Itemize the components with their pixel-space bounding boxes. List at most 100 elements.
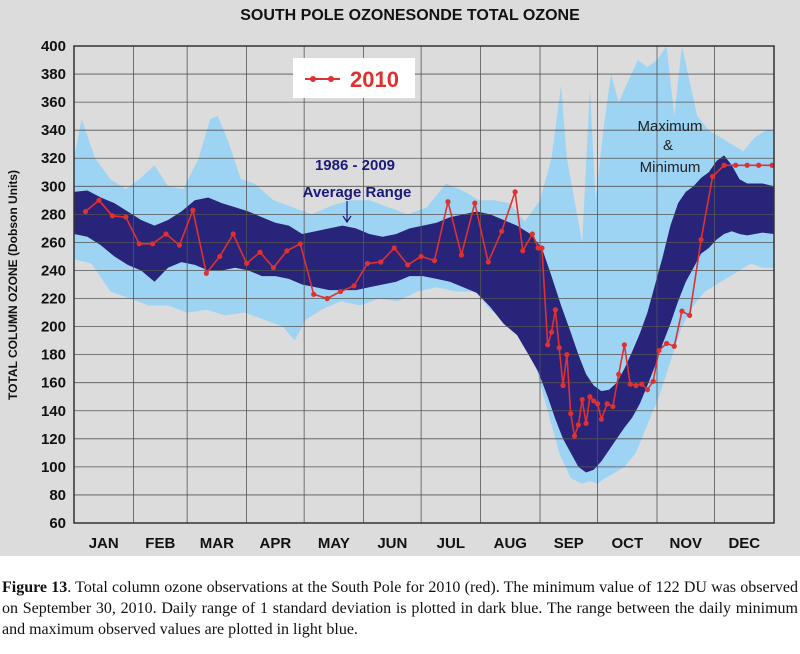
x-tick-label-feb: FEB [145,535,175,552]
average-range-arrowhead [342,215,352,224]
series-2010-point [552,307,558,313]
series-2010-point [230,231,236,237]
series-2010-point [571,433,578,439]
chart-title: SOUTH POLE OZONESONDE TOTAL OZONE [240,7,580,24]
series-2010-point [150,241,156,247]
series-2010-point [664,340,670,347]
series-2010-point [123,214,129,220]
y-tick-label: 380 [41,66,66,83]
series-2010-point [244,260,250,267]
y-tick-label: 360 [41,94,66,111]
series-2010-point [499,228,505,234]
series-2010-point [378,259,384,265]
series-2010-point [96,197,102,203]
ozone-chart: SOUTH POLE OZONESONDE TOTAL OZONE 60 80 10… [6,7,775,552]
series-2010-point [633,382,639,389]
y-tick-label: 280 [41,206,66,223]
average-range-label-years: 1986 - 2009 [315,157,395,174]
series-2010-point [270,265,277,271]
series-2010-point [656,347,662,354]
series-2010-point [257,249,263,255]
series-2010-point [756,162,762,168]
legend-label-2010: 2010 [350,67,399,92]
series-2010-point [472,200,478,206]
x-tick-label-mar: MAR [200,535,234,552]
y-tick-label: 220 [41,291,66,308]
legend-marker [328,76,334,82]
series-2010-point [324,295,330,302]
series-2010-point [176,242,183,248]
series-2010-point [560,382,566,389]
series-2010-point [203,270,209,276]
y-tick-label: 200 [41,319,66,336]
y-tick-label: 180 [41,347,66,364]
series-2010-point [610,403,616,410]
series-2010-point [744,162,750,168]
series-2010-point [405,262,411,268]
series-2010-point [297,241,303,247]
series-2010-point [535,245,541,251]
series-2010-point [418,253,424,260]
y-tick-label: 60 [49,515,66,532]
series-2010-point [391,245,397,251]
series-2010-point [591,398,597,404]
plot-frame [73,45,775,524]
y-tick-label: 300 [41,178,66,195]
y-tick-label: 100 [41,459,66,476]
caption-text: . Total column ozone observations at the… [2,579,798,638]
series-2010-point [311,291,317,297]
series-2010-point [604,401,610,407]
series-2010-point [364,260,371,267]
maxmin-label-minimum: Minimum [640,159,701,176]
y-tick-label: 160 [41,375,66,392]
series-2010-point [721,162,727,168]
series-2010-point [82,208,89,215]
series-2010-point [351,283,357,289]
y-axis-ticks: 60 80 100 120 140 160 180 200 220 240 260 280 300 320… [41,38,66,532]
y-tick-label: 340 [41,122,66,139]
series-layer [82,162,775,439]
y-tick-label: 320 [41,150,66,167]
x-tick-label-apr: APR [260,535,292,552]
std-dev-range-band [74,155,774,473]
series-2010-point [520,248,526,254]
series-2010-point [616,371,622,377]
maxmin-label-and: & [663,137,673,154]
x-tick-label-oct: OCT [611,535,643,552]
y-tick-label: 120 [41,431,66,448]
x-tick-label-nov: NOV [670,535,703,552]
series-2010-point [579,396,585,403]
legend-marker [310,76,316,82]
series-2010-point [458,252,464,258]
x-tick-label-aug: AUG [494,535,527,552]
x-tick-label-jul: JUL [437,535,465,552]
series-2010-point [445,199,451,205]
series-2010-point [650,378,656,384]
band-layer [74,46,774,484]
series-2010-point [627,381,633,387]
series-2010-point [529,231,535,237]
y-tick-label: 260 [41,234,66,251]
series-2010-point [639,381,645,387]
y-axis-label: TOTAL COLUMN OZONE (Dobson Units) [6,170,20,400]
series-2010-point [575,422,581,428]
series-2010-point [644,387,651,393]
series-2010-point [512,189,518,195]
x-axis-ticks: JAN FEB MAR APR MAY JUN JUL AUG SEP OCT NOV DEC [89,535,761,552]
x-tick-label-jun: JUN [377,535,407,552]
y-tick-label: 240 [41,262,66,279]
series-2010-point [548,329,555,335]
legend: 2010 [293,58,415,98]
caption-label: Figure 13 [2,579,68,596]
series-2010-point [587,394,593,400]
series-2010-point [556,345,562,351]
series-2010-point [594,401,601,407]
series-2010-point [598,416,604,422]
series-2010-point [564,352,570,358]
series-2010-point [621,342,628,348]
series-2010-point [284,248,290,254]
series-2010-point [485,259,491,265]
y-tick-label: 80 [49,487,66,504]
series-2010-point [568,410,574,417]
series-2010-point [671,343,677,349]
